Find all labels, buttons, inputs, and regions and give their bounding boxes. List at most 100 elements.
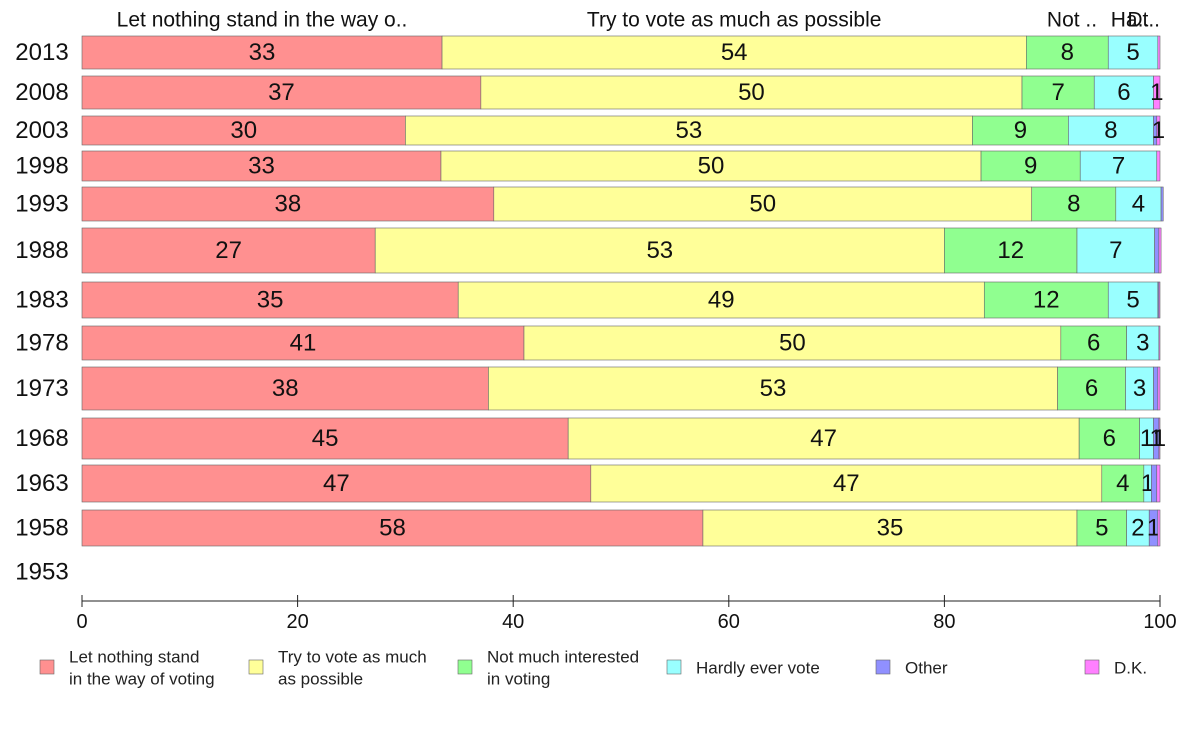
data-label-1963-s1: 47 (833, 470, 860, 497)
data-label-1968-s2: 6 (1103, 425, 1116, 452)
data-label-1978-s2: 6 (1087, 330, 1100, 357)
data-label-2003-s2: 9 (1014, 117, 1027, 144)
legend: Let nothing stand in the way of voting Try… (39, 648, 1147, 689)
legend-swatch-4 (875, 659, 891, 675)
bar-segment-2008-s2 (1021, 75, 1095, 110)
data-label-2003-s1: 53 (676, 117, 703, 144)
legend-swatch-2 (457, 659, 473, 675)
bar-segment-2013-s1 (441, 35, 1027, 70)
bar-segment-1983-s0 (81, 281, 459, 319)
data-label-1973-s2: 6 (1085, 375, 1098, 402)
data-label-2013-s0: 33 (249, 39, 276, 66)
bar-segment-1973-s1 (488, 366, 1058, 411)
data-label-2008-s0: 37 (268, 79, 295, 106)
data-label-2003-s3: 8 (1104, 117, 1117, 144)
y-tick-label-1983: 1983 (15, 287, 68, 314)
data-label-1983-s3: 5 (1126, 287, 1139, 314)
bar-segment-2008-s5 (1153, 75, 1161, 110)
y-tick-label-1988: 1988 (15, 237, 68, 264)
bar-segment-1993-s1 (493, 186, 1033, 222)
data-label-1988-s3: 7 (1109, 237, 1122, 264)
bar-segment-1988-s2 (944, 227, 1078, 274)
bar-segment-1988-s5 (1158, 227, 1162, 274)
bar-segment-2003-s1 (405, 115, 973, 146)
data-label-1968-s1: 47 (810, 425, 837, 452)
bar-segment-1973-s5 (1157, 366, 1161, 411)
bar-segment-1973-s4 (1153, 366, 1159, 411)
data-label-1983-s2: 12 (1033, 287, 1060, 314)
bar-segment-1973-s3 (1125, 366, 1154, 411)
y-tick-label-2008: 2008 (15, 79, 68, 106)
bar-segment-1958-s1 (702, 509, 1078, 547)
bar-segment-1968-s1 (567, 417, 1080, 460)
data-label-1998-s0: 33 (248, 153, 275, 180)
data-label-1988-s0: 27 (215, 237, 242, 264)
bar-segment-1968-s5 (1158, 417, 1161, 460)
data-label-1958-s4: 1 (1147, 515, 1160, 542)
data-label-1973-s1: 53 (760, 375, 787, 402)
data-label-2013-s3: 5 (1126, 39, 1139, 66)
bar-segment-2003-s5 (1156, 115, 1161, 146)
bar-segment-1998-s5 (1156, 150, 1161, 182)
data-label-1978-s3: 3 (1136, 330, 1149, 357)
legend-label-4-0: Other (905, 659, 948, 678)
bar-segment-1978-s1 (523, 325, 1062, 361)
series-headers: Let nothing stand in the way o.. Try to v… (117, 9, 1160, 32)
bar-segment-1978-s2 (1060, 325, 1127, 361)
y-tick-label-2013: 2013 (15, 39, 68, 66)
bar-segment-1988-s4 (1154, 227, 1160, 274)
series-header-1: Try to vote as much as possible (587, 9, 882, 32)
bar-segment-1978-s0 (81, 325, 525, 361)
legend-label-0-0: Let nothing stand (69, 648, 199, 667)
x-tick-label-0: 0 (76, 611, 87, 633)
legend-item-1: Try to vote as much as possible (248, 648, 427, 689)
bar-segment-2013-s5 (1157, 35, 1161, 70)
legend-label-5-0: D.K. (1114, 659, 1147, 678)
bar-segment-1988-s3 (1076, 227, 1155, 274)
data-label-2003-s0: 30 (230, 117, 257, 144)
data-label-1968-s3: 1 (1140, 425, 1153, 452)
x-tick-label-20: 20 (286, 611, 308, 633)
series-header-2: Not .. (1047, 9, 1097, 32)
x-axis: 0 20 40 60 80 100 (76, 595, 1177, 633)
data-label-1983-s0: 35 (257, 287, 284, 314)
bar-segment-1988-s1 (374, 227, 945, 274)
data-label-2013-s2: 8 (1061, 39, 1074, 66)
bar-segment-2003-s2 (972, 115, 1069, 146)
legend-item-5: D.K. (1084, 659, 1147, 678)
bar-segment-2008-s3 (1093, 75, 1154, 110)
data-label-1968-s5: 1 (1153, 425, 1166, 452)
legend-label-2-1: in voting (487, 670, 550, 689)
bar-segment-1983-s5 (1158, 281, 1161, 319)
data-label-1998-s2: 9 (1024, 153, 1037, 180)
y-tick-label-1963: 1963 (15, 470, 68, 497)
data-label-2008-s3: 6 (1117, 79, 1130, 106)
bar-segment-1973-s2 (1057, 366, 1126, 411)
legend-swatch-5 (1084, 659, 1100, 675)
legend-label-0-1: in the way of voting (69, 670, 215, 689)
x-tick-label-80: 80 (933, 611, 955, 633)
data-label-1978-s0: 41 (290, 330, 317, 357)
bar-segment-1983-s3 (1107, 281, 1159, 319)
bar-segment-1993-s3 (1115, 186, 1162, 222)
bar-segment-1993-s2 (1031, 186, 1117, 222)
bar-segment-1958-s2 (1076, 509, 1127, 547)
data-label-1988-s2: 12 (997, 237, 1024, 264)
bar-segment-2003-s0 (81, 115, 406, 146)
bar-segment-1983-s1 (457, 281, 985, 319)
legend-swatch-1 (248, 659, 264, 675)
bar-segment-1998-s1 (440, 150, 982, 182)
data-label-1993-s1: 50 (749, 191, 776, 218)
legend-item-2: Not much interested in voting (457, 648, 639, 689)
bar-segment-1988-s0 (81, 227, 376, 274)
series-header-0: Let nothing stand in the way o.. (117, 9, 408, 32)
series-header-5: Dt.. (1127, 9, 1160, 32)
y-tick-label-1993: 1993 (15, 191, 68, 218)
data-label-2008-s2: 7 (1051, 79, 1064, 106)
x-tick-label-60: 60 (718, 611, 740, 633)
x-tick-label-100: 100 (1143, 611, 1176, 633)
legend-label-2-0: Not much interested (487, 648, 639, 667)
bar-segment-1963-s4 (1151, 464, 1158, 503)
data-label-1978-s1: 50 (779, 330, 806, 357)
bar-segment-1963-s1 (590, 464, 1103, 503)
